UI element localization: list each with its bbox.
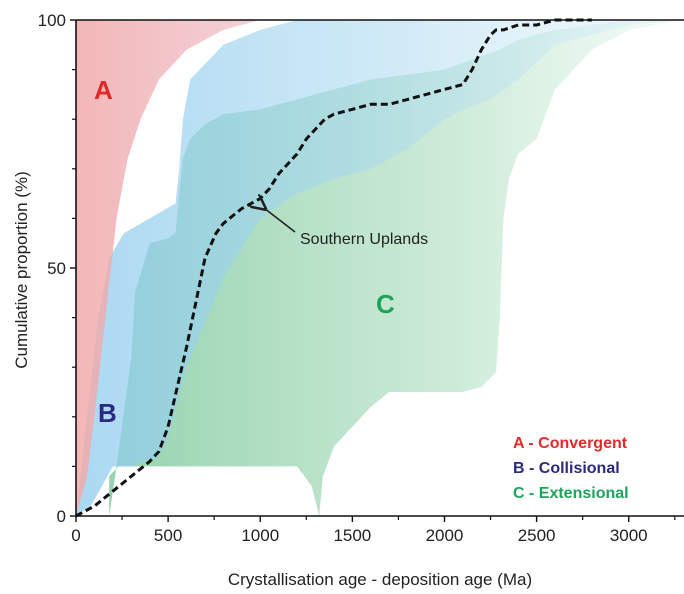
x-tick-label: 2000 <box>426 526 464 545</box>
y-tick-label: 100 <box>38 11 66 30</box>
y-tick-label: 50 <box>47 259 66 278</box>
legend: A - Convergent B - Collisional C - Exten… <box>513 435 629 502</box>
x-tick-label: 3000 <box>610 526 648 545</box>
x-tick-label: 0 <box>71 526 80 545</box>
annotation-southern-uplands: Southern Uplands <box>300 231 428 248</box>
x-tick-label: 500 <box>154 526 182 545</box>
field-label-a: A <box>94 75 113 105</box>
annotation-arrow <box>264 208 296 233</box>
fields-layer <box>76 20 684 516</box>
series-layer <box>75 18 592 518</box>
field-label-c: C <box>376 289 395 319</box>
series-line-southern-uplands <box>75 18 592 518</box>
field-area-b <box>76 20 684 516</box>
x-tick-label: 1000 <box>241 526 279 545</box>
axes-layer: 0 500 1000 1500 2000 2500 3000 0 50 100 <box>38 11 684 545</box>
field-area-a <box>76 20 592 516</box>
field-label-b: B <box>98 398 117 428</box>
legend-item-extensional: C - Extensional <box>513 485 629 502</box>
y-axis-title: Cumulative proportion (%) <box>12 171 31 368</box>
legend-item-collisional: B - Collisional <box>513 460 620 477</box>
x-axis-title: Crystallisation age - deposition age (Ma… <box>228 570 532 589</box>
legend-item-convergent: A - Convergent <box>513 435 628 452</box>
x-tick-label: 2500 <box>518 526 556 545</box>
x-tick-label: 1500 <box>333 526 371 545</box>
y-tick-label: 0 <box>57 507 66 526</box>
